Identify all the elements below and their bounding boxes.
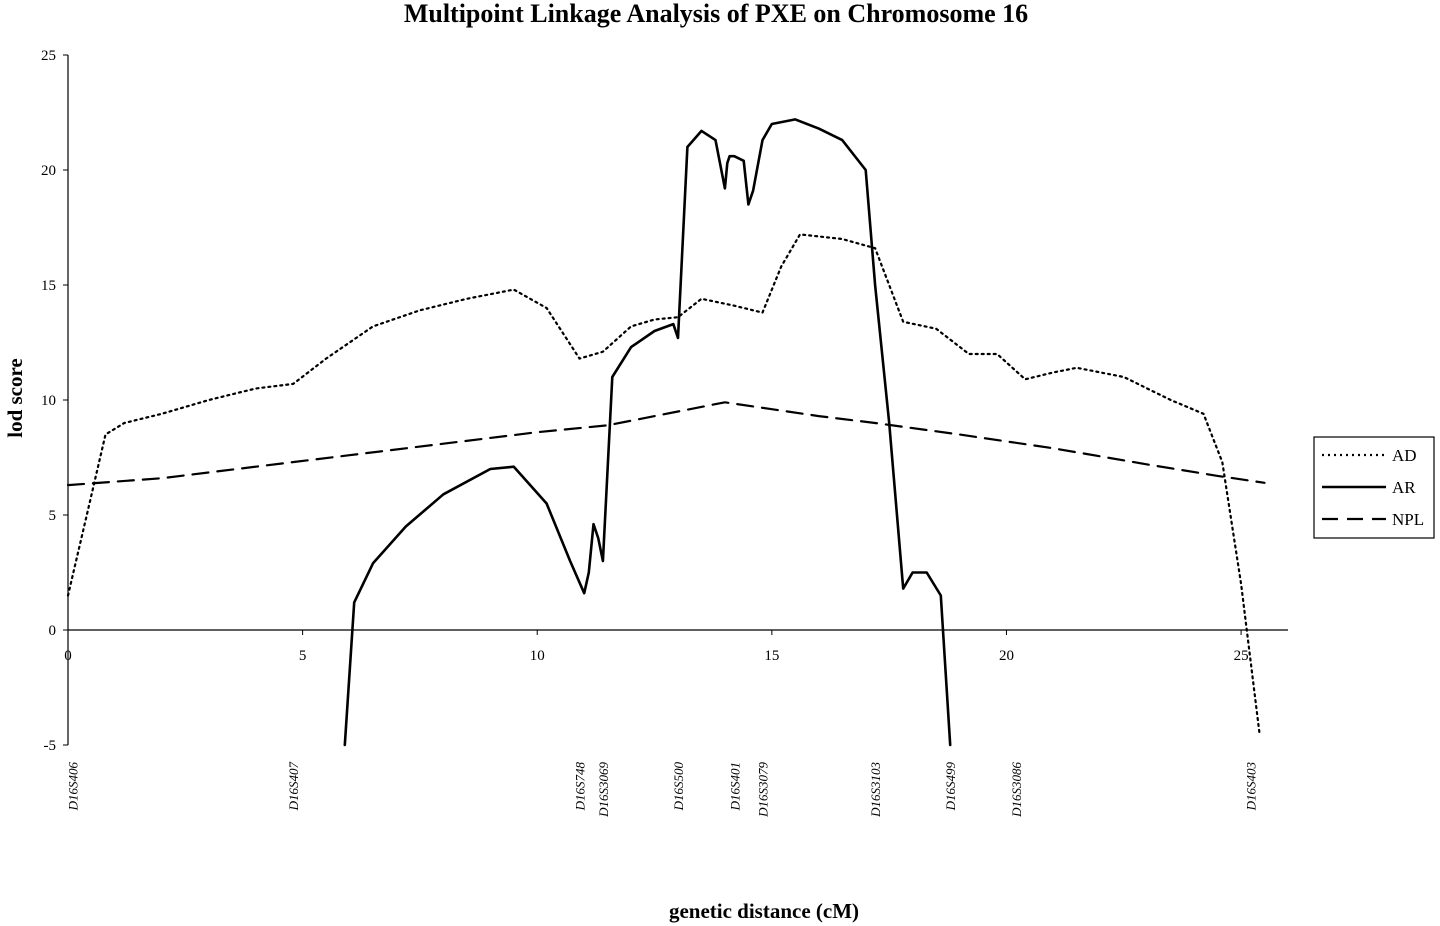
y-tick-label: 10 xyxy=(41,393,56,409)
marker-labels: D16S406 D16S407 D16S748 D16S3069 D16S500 D16S… xyxy=(66,762,1259,818)
marker-label: D16S401 xyxy=(727,762,742,811)
x-tick-label: 20 xyxy=(999,648,1014,664)
y-tick-label: 20 xyxy=(41,163,56,179)
legend-label-npl: NPL xyxy=(1392,510,1424,529)
x-tick-label: 0 xyxy=(64,648,72,664)
marker-label: D16S3103 xyxy=(868,762,883,818)
y-tick-label: 5 xyxy=(49,508,57,524)
y-tick-label: -5 xyxy=(44,738,57,754)
x-axis-label: genetic distance (cM) xyxy=(669,899,859,923)
legend: AD AR NPL xyxy=(1313,436,1435,539)
x-tick-label: 25 xyxy=(1234,648,1249,664)
marker-label: D16S406 xyxy=(66,762,81,812)
series-line-ar xyxy=(343,118,952,747)
y-axis-label: lod score xyxy=(3,358,27,438)
x-tick-label: 5 xyxy=(299,648,307,664)
y-tick-label: 25 xyxy=(41,48,56,64)
marker-label: D16S3086 xyxy=(1009,762,1024,818)
x-tick-label: 10 xyxy=(530,648,545,664)
y-tick-label: 0 xyxy=(49,623,57,639)
marker-label: D16S407 xyxy=(286,762,301,812)
marker-label: D16S500 xyxy=(671,762,686,812)
marker-label: D16S499 xyxy=(943,762,958,812)
legend-label-ad: AD xyxy=(1392,446,1417,465)
marker-label: D16S3079 xyxy=(756,762,771,818)
axes: -5 0 5 10 15 20 25 0 5 10 15 20 25 xyxy=(41,48,1288,754)
plot-lines xyxy=(66,118,1266,747)
marker-label: D16S3069 xyxy=(596,762,611,818)
x-tick-label: 15 xyxy=(764,648,779,664)
series-line-ad xyxy=(66,233,1261,737)
y-tick-label: 15 xyxy=(41,278,56,294)
marker-label: D16S403 xyxy=(1244,762,1259,812)
marker-label: D16S748 xyxy=(573,762,588,812)
series-line-npl xyxy=(66,401,1266,487)
legend-label-ar: AR xyxy=(1392,478,1416,497)
chart-title: Multipoint Linkage Analysis of PXE on Ch… xyxy=(404,0,1028,28)
